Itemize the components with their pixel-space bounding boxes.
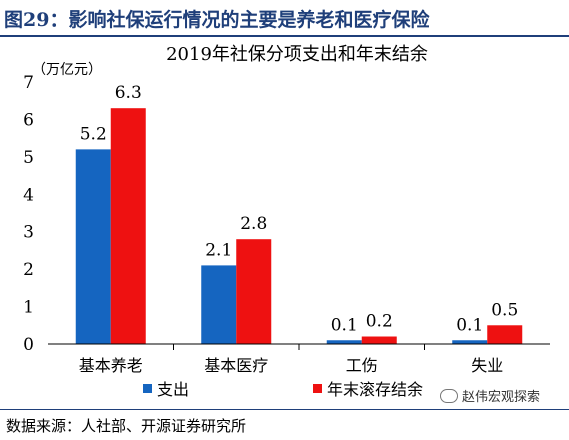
legend-swatch <box>143 384 152 393</box>
title-rule <box>0 35 569 37</box>
legend-label: 支出 <box>157 380 189 399</box>
y-axis-label: （万亿元） <box>32 62 102 78</box>
x-category-label: 失业 <box>471 356 503 375</box>
x-category-label: 基本养老 <box>79 356 143 375</box>
bar-balance <box>487 325 523 344</box>
y-tick-label: 5 <box>23 148 34 168</box>
bar-balance <box>361 336 397 344</box>
bar-balance <box>236 239 272 344</box>
y-tick-label: 3 <box>23 223 34 243</box>
data-label: 0.5 <box>491 300 518 320</box>
watermark-text: 赵伟宏观探索 <box>462 390 541 405</box>
chart-title: 2019年社保分项支出和年末结余 <box>166 44 428 65</box>
x-category-label: 工伤 <box>346 356 378 375</box>
data-label: 5.2 <box>80 124 107 144</box>
y-tick-label: 7 <box>23 73 34 93</box>
bar-expenditure <box>326 340 362 344</box>
legend-label: 年末滚存结余 <box>327 380 423 399</box>
data-label: 0.1 <box>331 315 358 335</box>
bar-expenditure <box>201 265 237 344</box>
data-label: 2.1 <box>205 240 232 260</box>
data-label: 2.8 <box>240 214 267 234</box>
y-tick-label: 1 <box>23 298 34 318</box>
figure-title: 图29：影响社保运行情况的主要是养老和医疗保险 <box>4 9 430 31</box>
wechat-icon <box>440 389 458 403</box>
x-category-label: 基本医疗 <box>204 356 268 375</box>
legend-swatch <box>313 384 322 393</box>
data-label: 0.2 <box>366 312 393 332</box>
source-note: 数据来源：人社部、开源证券研究所 <box>6 417 247 435</box>
bar-expenditure <box>75 149 111 344</box>
source-rule <box>0 409 569 410</box>
y-tick-label: 4 <box>23 185 34 205</box>
data-label: 0.1 <box>456 315 483 335</box>
y-tick-label: 2 <box>23 260 34 280</box>
watermark: 赵伟宏观探索 <box>440 386 540 405</box>
y-tick-label: 0 <box>23 335 34 355</box>
bar-balance <box>110 108 146 344</box>
data-label: 6.3 <box>115 83 142 103</box>
y-tick-label: 6 <box>23 110 34 130</box>
bar-expenditure <box>452 340 488 344</box>
